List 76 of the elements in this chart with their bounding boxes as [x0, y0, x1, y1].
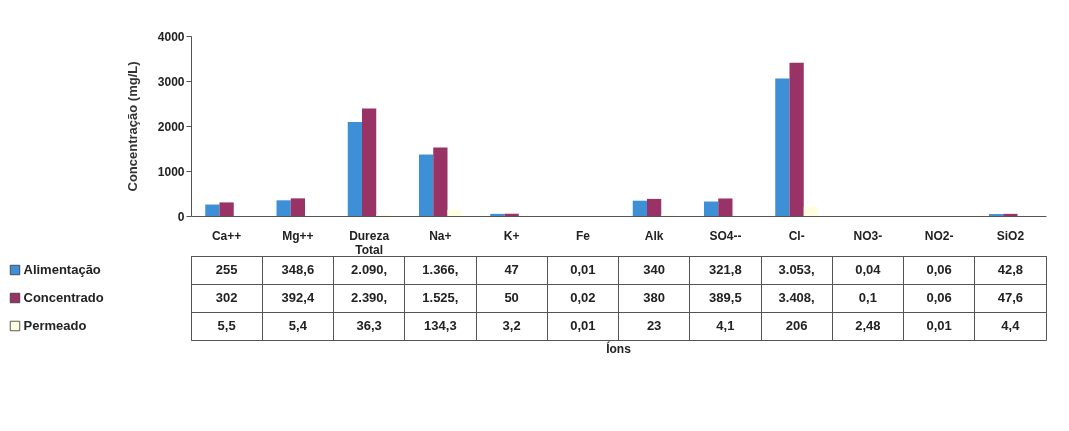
bar: [276, 200, 291, 216]
bar: [803, 206, 818, 216]
data-label: 5,4: [288, 318, 308, 333]
bar: [433, 147, 448, 216]
y-tick-label: 3000: [157, 74, 185, 89]
x-tick-label: Ca++: [211, 228, 242, 243]
bar: [718, 198, 733, 216]
y-tick-label: 1000: [157, 164, 185, 179]
data-label: 1.525,: [422, 290, 459, 305]
data-label: 0,06: [926, 262, 952, 277]
x-tick-label: Cl-: [788, 228, 805, 243]
x-tick-label: K+: [503, 228, 520, 243]
legend-label: Concentrado: [23, 290, 104, 305]
y-tick-label: 2000: [157, 119, 185, 134]
data-label: 392,4: [281, 290, 315, 305]
bar: [704, 201, 719, 216]
bar: [1003, 213, 1018, 216]
data-label: 0,01: [570, 262, 596, 277]
bar: [447, 209, 462, 216]
data-label: 380: [643, 290, 665, 305]
data-label: 47,6: [997, 290, 1024, 305]
data-label: 3.053,: [778, 262, 815, 277]
x-tick-label: Fe: [575, 228, 591, 243]
data-label: 0,01: [570, 318, 596, 333]
data-label: 321,8: [709, 262, 742, 277]
data-label: 0,02: [570, 290, 596, 305]
data-label: 1.366,: [422, 262, 459, 277]
legend-label: Alimentação: [23, 262, 101, 277]
data-label: 36,3: [356, 318, 382, 333]
data-label: 2.390,: [351, 290, 388, 305]
x-tick-label: Na+: [429, 228, 452, 243]
data-label: 0,06: [926, 290, 952, 305]
data-label: 340: [643, 262, 665, 277]
data-label: 50: [504, 290, 519, 305]
bar: [647, 198, 662, 216]
y-axis-title: Concentração (mg/L): [124, 61, 140, 192]
x-tick-label: SO4--: [709, 228, 742, 243]
legend-label: Permeado: [23, 318, 87, 333]
bar: [347, 121, 362, 216]
data-label: 42,8: [997, 262, 1024, 277]
data-label: 0,1: [858, 290, 877, 305]
data-label: 0,01: [926, 318, 952, 333]
data-label: 5,5: [217, 318, 236, 333]
data-label: 4,4: [1001, 318, 1021, 333]
x-tick-label: Alk: [644, 228, 664, 243]
bar: [632, 200, 647, 216]
bar: [219, 202, 234, 216]
data-label: 47: [504, 262, 519, 277]
bar: [490, 213, 505, 216]
data-label: 348,6: [281, 262, 315, 277]
data-label: 206: [785, 318, 808, 333]
bar: [362, 108, 377, 216]
data-label: 134,3: [424, 318, 457, 333]
x-tick-label: Mg++: [282, 228, 314, 243]
y-tick-label: 0: [177, 209, 185, 224]
text: Íons: [606, 341, 632, 356]
bar: [205, 204, 220, 216]
data-label: 23: [646, 318, 662, 333]
data-label: 3.408,: [778, 290, 815, 305]
data-label: 4,1: [716, 318, 735, 333]
y-tick-label: 4000: [157, 29, 185, 44]
bar: [789, 62, 804, 216]
data-label: 255: [215, 262, 238, 277]
data-label: 3,2: [502, 318, 521, 333]
data-label: 2,48: [855, 318, 881, 333]
data-label: 2.090,: [351, 262, 388, 277]
bar: [290, 198, 305, 216]
data-label: 0,04: [855, 262, 882, 277]
x-tick-label: NO3-: [853, 228, 883, 243]
bar: [775, 78, 790, 216]
x-tick-label: Dureza Total: [349, 228, 390, 257]
bar: [419, 154, 434, 216]
x-tick-label: SiO2: [996, 228, 1025, 243]
data-label: 302: [215, 290, 238, 305]
data-label: 389,5: [709, 290, 742, 305]
x-tick-label: NO2-: [924, 228, 954, 243]
